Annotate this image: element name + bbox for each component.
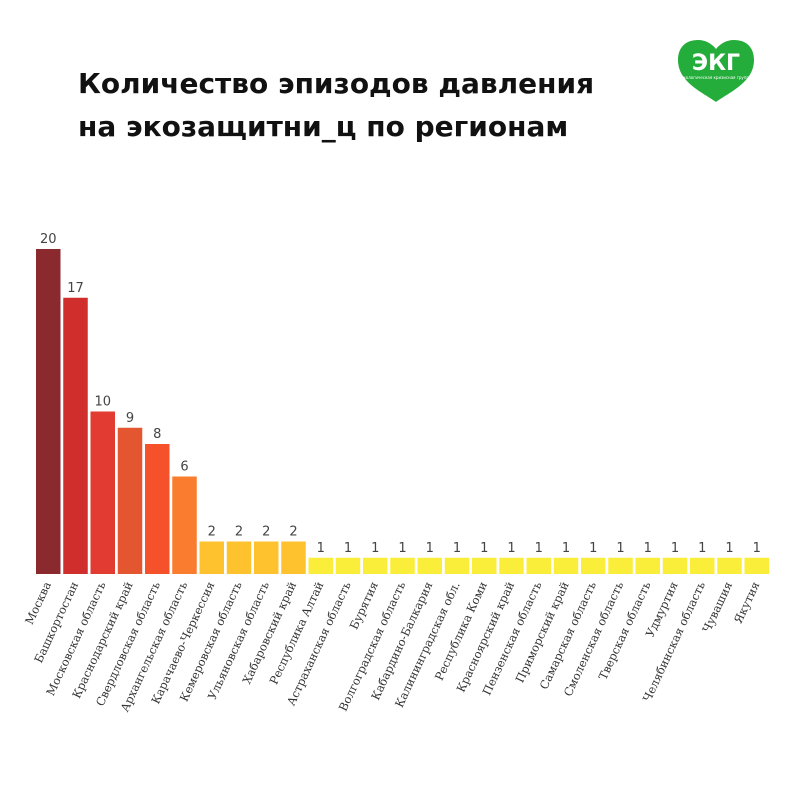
logo-subtitle: Экологическая кризисная группа xyxy=(681,75,752,80)
bar-value-label: 1 xyxy=(671,541,679,556)
bar-value-label: 1 xyxy=(725,541,733,556)
bar xyxy=(553,557,579,574)
bar xyxy=(390,557,415,574)
bar xyxy=(472,557,497,574)
bar-value-label: 1 xyxy=(426,541,434,556)
bar-value-label: 1 xyxy=(589,541,597,556)
bar xyxy=(717,557,742,574)
bar-value-label: 1 xyxy=(317,541,325,556)
logo-text: ЭКГ xyxy=(692,51,740,76)
bar-value-label: 1 xyxy=(344,541,352,556)
bar-value-label: 1 xyxy=(698,541,706,556)
bar xyxy=(635,557,660,574)
bar xyxy=(281,541,306,574)
bar-value-label: 8 xyxy=(153,427,161,442)
bar-value-label: 1 xyxy=(535,541,543,556)
bar xyxy=(117,427,143,574)
bar xyxy=(608,557,633,574)
bar xyxy=(145,444,170,574)
bar-value-label: 2 xyxy=(235,525,243,540)
bar-value-label: 1 xyxy=(753,541,761,556)
bar xyxy=(363,557,388,574)
bar-value-label: 1 xyxy=(507,541,515,556)
bar xyxy=(226,541,252,574)
bar xyxy=(199,541,224,574)
bar xyxy=(90,411,115,574)
bar-value-label: 1 xyxy=(453,541,461,556)
bar xyxy=(417,557,442,574)
bar-value-label: 2 xyxy=(289,525,297,540)
ekg-logo: ЭКГ Экологическая кризисная группа xyxy=(678,40,754,102)
bar-value-label: 1 xyxy=(562,541,570,556)
title-line-2: на экозащитни_ц по регионам xyxy=(78,110,569,143)
bar xyxy=(499,557,524,574)
bar xyxy=(444,557,470,574)
bar-value-label: 6 xyxy=(180,460,188,475)
bar xyxy=(63,297,88,574)
category-tick-label: Якутия xyxy=(731,579,763,625)
bar xyxy=(581,557,606,574)
bar-value-label: 2 xyxy=(262,525,270,540)
title-line-1: Количество эпизодов давления xyxy=(78,67,595,100)
page-title: Количество эпизодов давления на экозащит… xyxy=(78,62,594,148)
bar xyxy=(172,476,197,574)
bar-value-label: 20 xyxy=(40,232,57,247)
heart-logo-icon xyxy=(678,40,754,102)
bar xyxy=(36,249,61,574)
bar xyxy=(744,557,769,574)
bar-value-label: 1 xyxy=(398,541,406,556)
bar-value-label: 1 xyxy=(480,541,488,556)
bar xyxy=(254,541,279,574)
bar-value-label: 10 xyxy=(94,395,111,410)
bar-value-label: 17 xyxy=(67,281,84,296)
bar xyxy=(526,557,551,574)
bar xyxy=(308,557,333,574)
bar-value-label: 2 xyxy=(208,525,216,540)
bar xyxy=(335,557,361,574)
bar-value-label: 1 xyxy=(371,541,379,556)
bar-value-label: 9 xyxy=(126,411,134,426)
bar xyxy=(690,557,715,574)
bar-value-label: 1 xyxy=(616,541,624,556)
bar-value-label: 1 xyxy=(644,541,652,556)
bar xyxy=(662,557,688,574)
